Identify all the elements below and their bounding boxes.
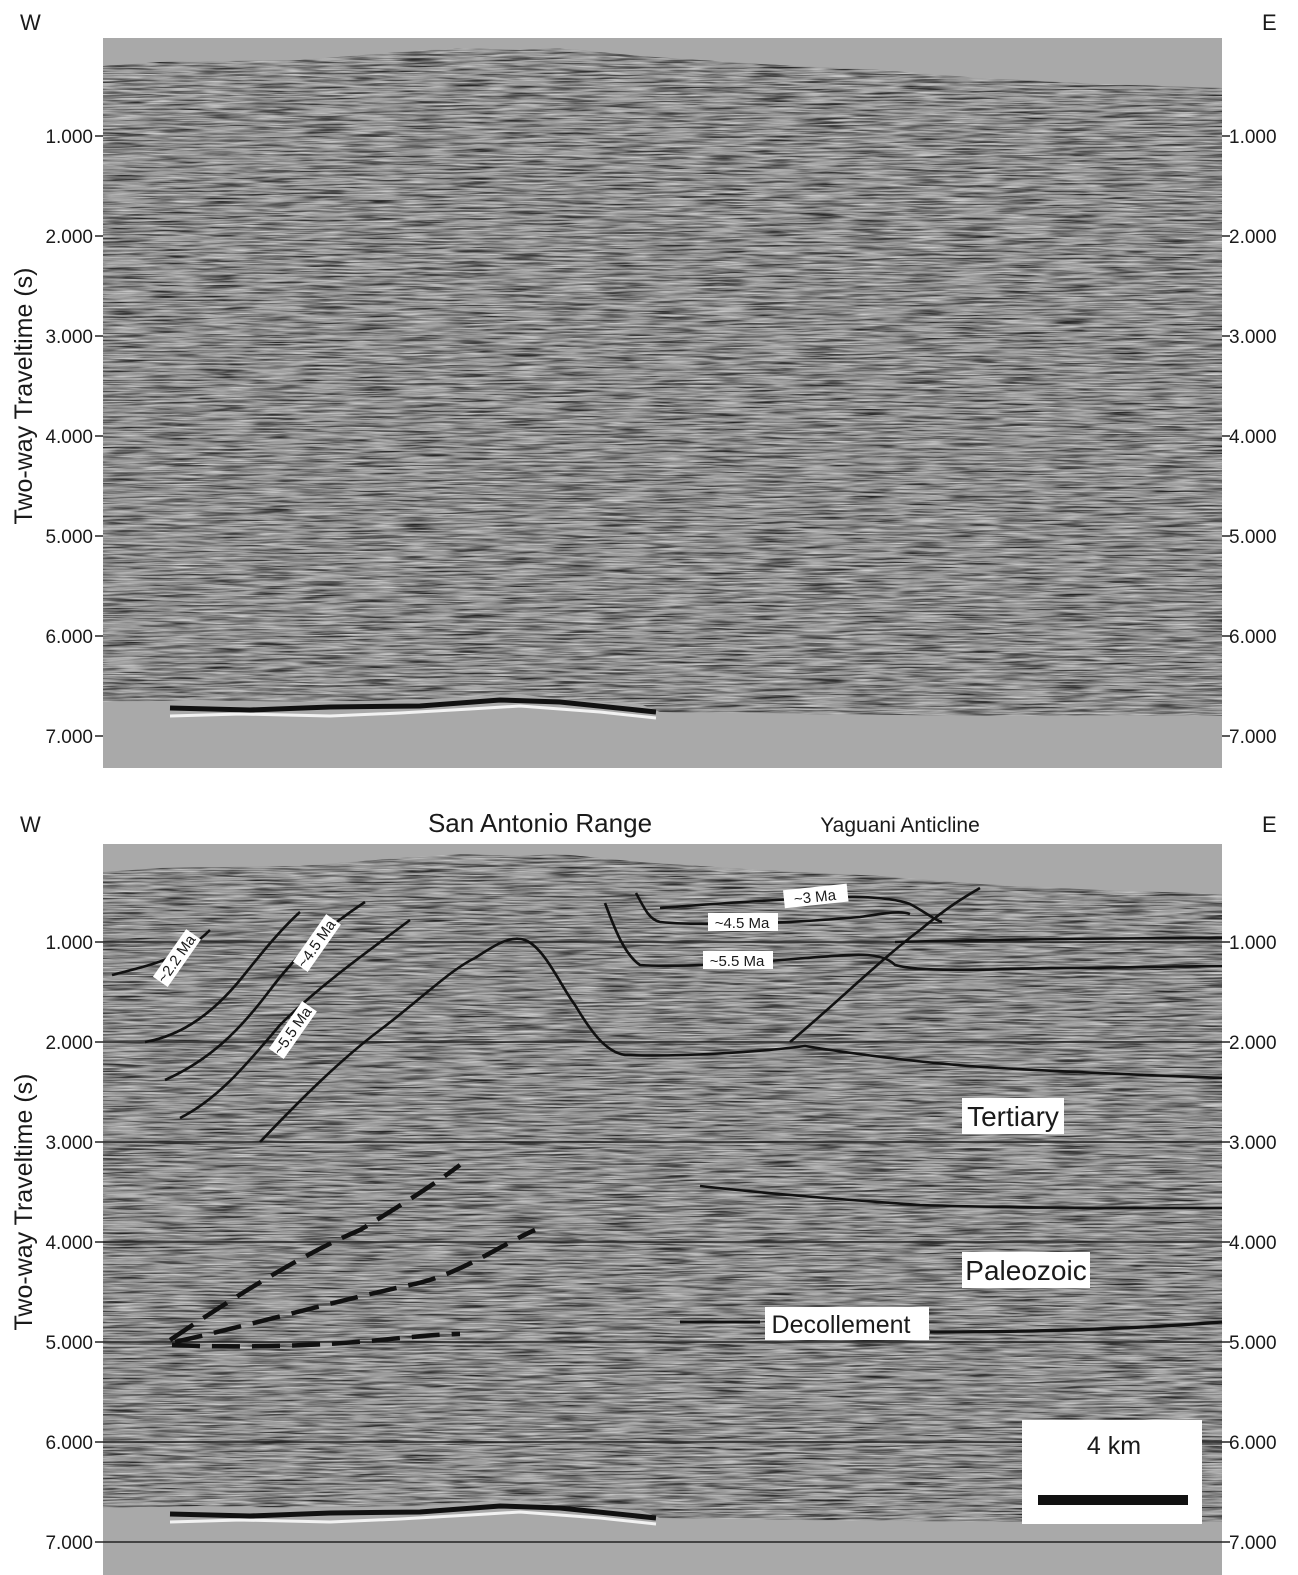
top-left-axis: 1.000 2.000 3.000 4.000 5.000 6.000 7.00… [45, 127, 103, 748]
dashed-fault-lower [171, 1331, 461, 1349]
bottom-right-tick: 1.000 [1229, 933, 1277, 954]
top-right-tick: 1.000 [1229, 127, 1277, 148]
bottom-left-tick: 4.000 [45, 1233, 93, 1254]
age-label-5-5ma-east: ~5.5 Ma [710, 953, 765, 970]
bottom-right-tick: 5.000 [1229, 1333, 1277, 1354]
top-right-axis: 1.000 2.000 3.000 4.000 5.000 6.000 7.00… [1222, 127, 1277, 748]
bottom-y-axis-label: Two-way Traveltime (s) [10, 1074, 38, 1331]
bottom-left-tick: 2.000 [45, 1033, 93, 1054]
scale-bar-label: 4 km [1087, 1432, 1141, 1460]
bottom-left-tick: 6.000 [45, 1433, 93, 1454]
yaguani-anticline-title: Yaguani Anticline [820, 814, 980, 837]
age-label-4-5ma-east: ~4.5 Ma [715, 915, 770, 932]
bottom-right-tick: 4.000 [1229, 1233, 1277, 1254]
bottom-right-tick: 7.000 [1229, 1533, 1277, 1554]
bottom-seismic-highlights [103, 854, 1222, 1522]
bottom-panel: W E San Antonio Range Yaguani Anticline [10, 808, 1277, 1575]
top-right-tick: 7.000 [1229, 727, 1277, 748]
bottom-east-label: E [1262, 812, 1277, 837]
bottom-base-reflector-bright [169, 1510, 657, 1526]
top-right-tick: 6.000 [1229, 627, 1277, 648]
top-base-reflector-bright [169, 704, 657, 720]
top-y-axis-label: Two-way Traveltime (s) [10, 268, 38, 525]
horizon-east-1s [894, 936, 1223, 944]
top-right-tick: 4.000 [1229, 427, 1277, 448]
bottom-right-tick: 6.000 [1229, 1433, 1277, 1454]
dashed-fault-upper [168, 1163, 462, 1342]
yaguani-fault [789, 886, 981, 1043]
age-label-3ma: ~3 Ma [793, 887, 837, 908]
horizon-west-d [259, 956, 476, 1143]
top-right-tick: 2.000 [1229, 227, 1277, 248]
decollement-label: Decollement [772, 1311, 911, 1339]
top-right-tick: 3.000 [1229, 327, 1277, 348]
bottom-left-tick: 7.000 [45, 1533, 93, 1554]
horizon-yaguani [603, 902, 1223, 972]
dashed-faults [168, 1163, 536, 1349]
bottom-right-tick: 3.000 [1229, 1133, 1277, 1154]
unit-labels: Tertiary Paleozoic Decollement [765, 1098, 1090, 1340]
paleozoic-label: Paleozoic [965, 1255, 1086, 1286]
top-seismic-highlights [103, 48, 1222, 716]
san-antonio-range-title: San Antonio Range [428, 808, 652, 838]
bottom-left-axis: 1.000 2.000 3.000 4.000 5.000 6.000 7.00… [45, 933, 103, 1554]
scale-bar: 4 km [1022, 1420, 1202, 1524]
bottom-west-label: W [20, 812, 41, 837]
horizon-tertiary-base [699, 1184, 1223, 1210]
top-base-reflector [169, 697, 657, 715]
top-west-label: W [20, 10, 41, 35]
top-left-tick: 6.000 [45, 627, 93, 648]
bottom-left-tick: 1.000 [45, 933, 93, 954]
top-right-tick: 5.000 [1229, 527, 1277, 548]
horizon-anticline-base [474, 937, 1223, 1080]
bottom-right-axis: 1.000 2.000 3.000 4.000 5.000 6.000 7.00… [1222, 933, 1277, 1554]
bottom-left-tick: 3.000 [45, 1133, 93, 1154]
scale-bar-line [1038, 1495, 1188, 1505]
bottom-base-reflector [169, 1503, 657, 1521]
dashed-fault-middle [174, 1227, 536, 1345]
decollement-east-segment [929, 1320, 1223, 1334]
top-left-tick: 1.000 [45, 127, 93, 148]
top-left-tick: 4.000 [45, 427, 93, 448]
top-left-tick: 3.000 [45, 327, 93, 348]
bottom-right-tick: 2.000 [1229, 1033, 1277, 1054]
horizon-2-2ma [111, 929, 211, 977]
tertiary-label: Tertiary [967, 1101, 1059, 1132]
top-panel: W E 1.000 2.000 3.000 4.000 5.000 6.000 … [10, 10, 1277, 768]
top-left-tick: 5.000 [45, 527, 93, 548]
horizon-5-5ma [179, 918, 411, 1120]
top-east-label: E [1262, 10, 1277, 35]
top-left-tick: 7.000 [45, 727, 93, 748]
top-left-tick: 2.000 [45, 227, 93, 248]
bottom-left-tick: 5.000 [45, 1333, 93, 1354]
horizon-west-a [144, 911, 301, 1044]
